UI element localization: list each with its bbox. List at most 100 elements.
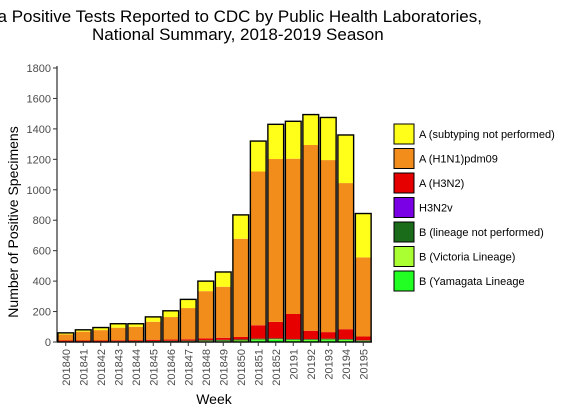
bar-segment (127, 340, 144, 342)
bar-segment (145, 321, 162, 340)
y-tick-label: 600 (33, 246, 51, 258)
x-tick-label: 201849 (218, 349, 230, 386)
y-tick-label: 1200 (27, 154, 51, 166)
legend-swatch (393, 172, 415, 194)
bar-segment (337, 183, 354, 330)
y-axis-title: Number of Positive Specimens (5, 126, 21, 317)
bar-segment (232, 339, 249, 341)
bar-segment (215, 286, 232, 338)
bar-segment (320, 160, 337, 333)
bar-segment (92, 327, 109, 331)
bar-segment (75, 329, 92, 332)
legend-swatch (393, 270, 415, 292)
bar-segment (127, 326, 144, 341)
bar-segment (232, 214, 249, 239)
y-tick-label: 1000 (27, 185, 51, 197)
bar-segment (162, 310, 179, 318)
legend-label: A (H1N1)pdm09 (419, 154, 498, 166)
x-tick-label: 20191 (288, 349, 300, 380)
bar-segment (267, 124, 284, 160)
bar-segment (267, 339, 284, 342)
bar-segment (337, 340, 354, 342)
legend-label: B (lineage not performed) (419, 227, 544, 239)
legend-swatch (393, 123, 415, 145)
bar-segment (180, 308, 197, 340)
bar-segment (250, 339, 267, 341)
legend-swatch (393, 197, 415, 218)
bar-segment (355, 336, 372, 341)
x-tick-label: 201844 (131, 349, 143, 386)
bar-segment (285, 339, 302, 340)
legend-swatch (393, 246, 415, 267)
bar-segment (337, 339, 354, 340)
bar-segment (285, 121, 302, 159)
x-tick-label: 201847 (183, 349, 195, 386)
x-tick-label: 201852 (271, 349, 283, 386)
y-tick-label: 1600 (27, 93, 51, 105)
bar-segment (127, 323, 144, 327)
bar-segment (162, 339, 179, 341)
bar-segment (250, 325, 267, 339)
bar-segment (162, 340, 179, 342)
bar-segment (320, 339, 337, 341)
bar-segment (57, 340, 74, 342)
bar-segment (215, 337, 232, 340)
bar-segment (145, 339, 162, 341)
legend-label: B (Victoria Lineage) (419, 252, 515, 264)
bar-segment (250, 338, 267, 340)
y-tick-label: 400 (33, 276, 51, 288)
bar-segment (355, 257, 372, 337)
bar-segment (267, 321, 284, 339)
x-tick-label: 201851 (253, 349, 265, 386)
bar-segment (302, 339, 319, 341)
legend-label: H3N2v (419, 203, 453, 215)
bar-segment (320, 338, 337, 340)
y-tick-label: 1800 (27, 63, 51, 75)
bar-segment (57, 332, 74, 335)
bar-segment (320, 332, 337, 339)
bar-segment (215, 271, 232, 287)
bar-segment (180, 339, 197, 341)
y-tick-label: 1400 (27, 124, 51, 136)
bar-segment (285, 339, 302, 341)
x-tick-label: 201846 (166, 349, 178, 386)
bar-segment (215, 339, 232, 341)
x-tick-label: 201842 (96, 349, 108, 386)
legend-label: A (subtyping not performed) (419, 129, 555, 141)
bar-segment (302, 339, 319, 340)
bar-segment (197, 281, 214, 292)
x-tick-label: 20192 (306, 349, 318, 380)
bar-segment (337, 329, 354, 340)
bar-segment (180, 340, 197, 342)
bar-segment (92, 340, 109, 342)
bar-segment (302, 340, 319, 342)
bar-segment (250, 340, 267, 342)
y-tick-label: 200 (33, 307, 51, 319)
bar-segment (250, 171, 267, 326)
bar-segment (285, 313, 302, 340)
bar-segment (197, 338, 214, 341)
bar-segment (197, 340, 214, 341)
bar-segment (302, 114, 319, 146)
x-tick-label: 20193 (323, 349, 335, 380)
bar-segment (285, 158, 302, 314)
bar-segment (267, 339, 284, 340)
legend-swatch (393, 148, 415, 169)
bar-segment (285, 340, 302, 342)
legend-swatch (393, 221, 415, 243)
bar-segment (232, 340, 249, 342)
x-tick-label: 201840 (61, 349, 73, 386)
chart-title-line2: National Summary, 2018-2019 Season (92, 25, 384, 44)
bar-segment (355, 213, 372, 258)
bar-segment (232, 238, 249, 337)
legend-label: B (Yamagata Lineage (419, 276, 525, 288)
x-tick-label: 201841 (78, 349, 90, 386)
bar-segment (337, 134, 354, 184)
bar-segment (302, 330, 319, 340)
bar-segment (180, 299, 197, 309)
x-tick-label: 201848 (201, 349, 213, 386)
legend: A (subtyping not performed) A (H1N1)pdm09… (393, 123, 555, 292)
bar-segment (337, 339, 354, 341)
bar-segment (162, 317, 179, 340)
bar-segment (145, 316, 162, 322)
